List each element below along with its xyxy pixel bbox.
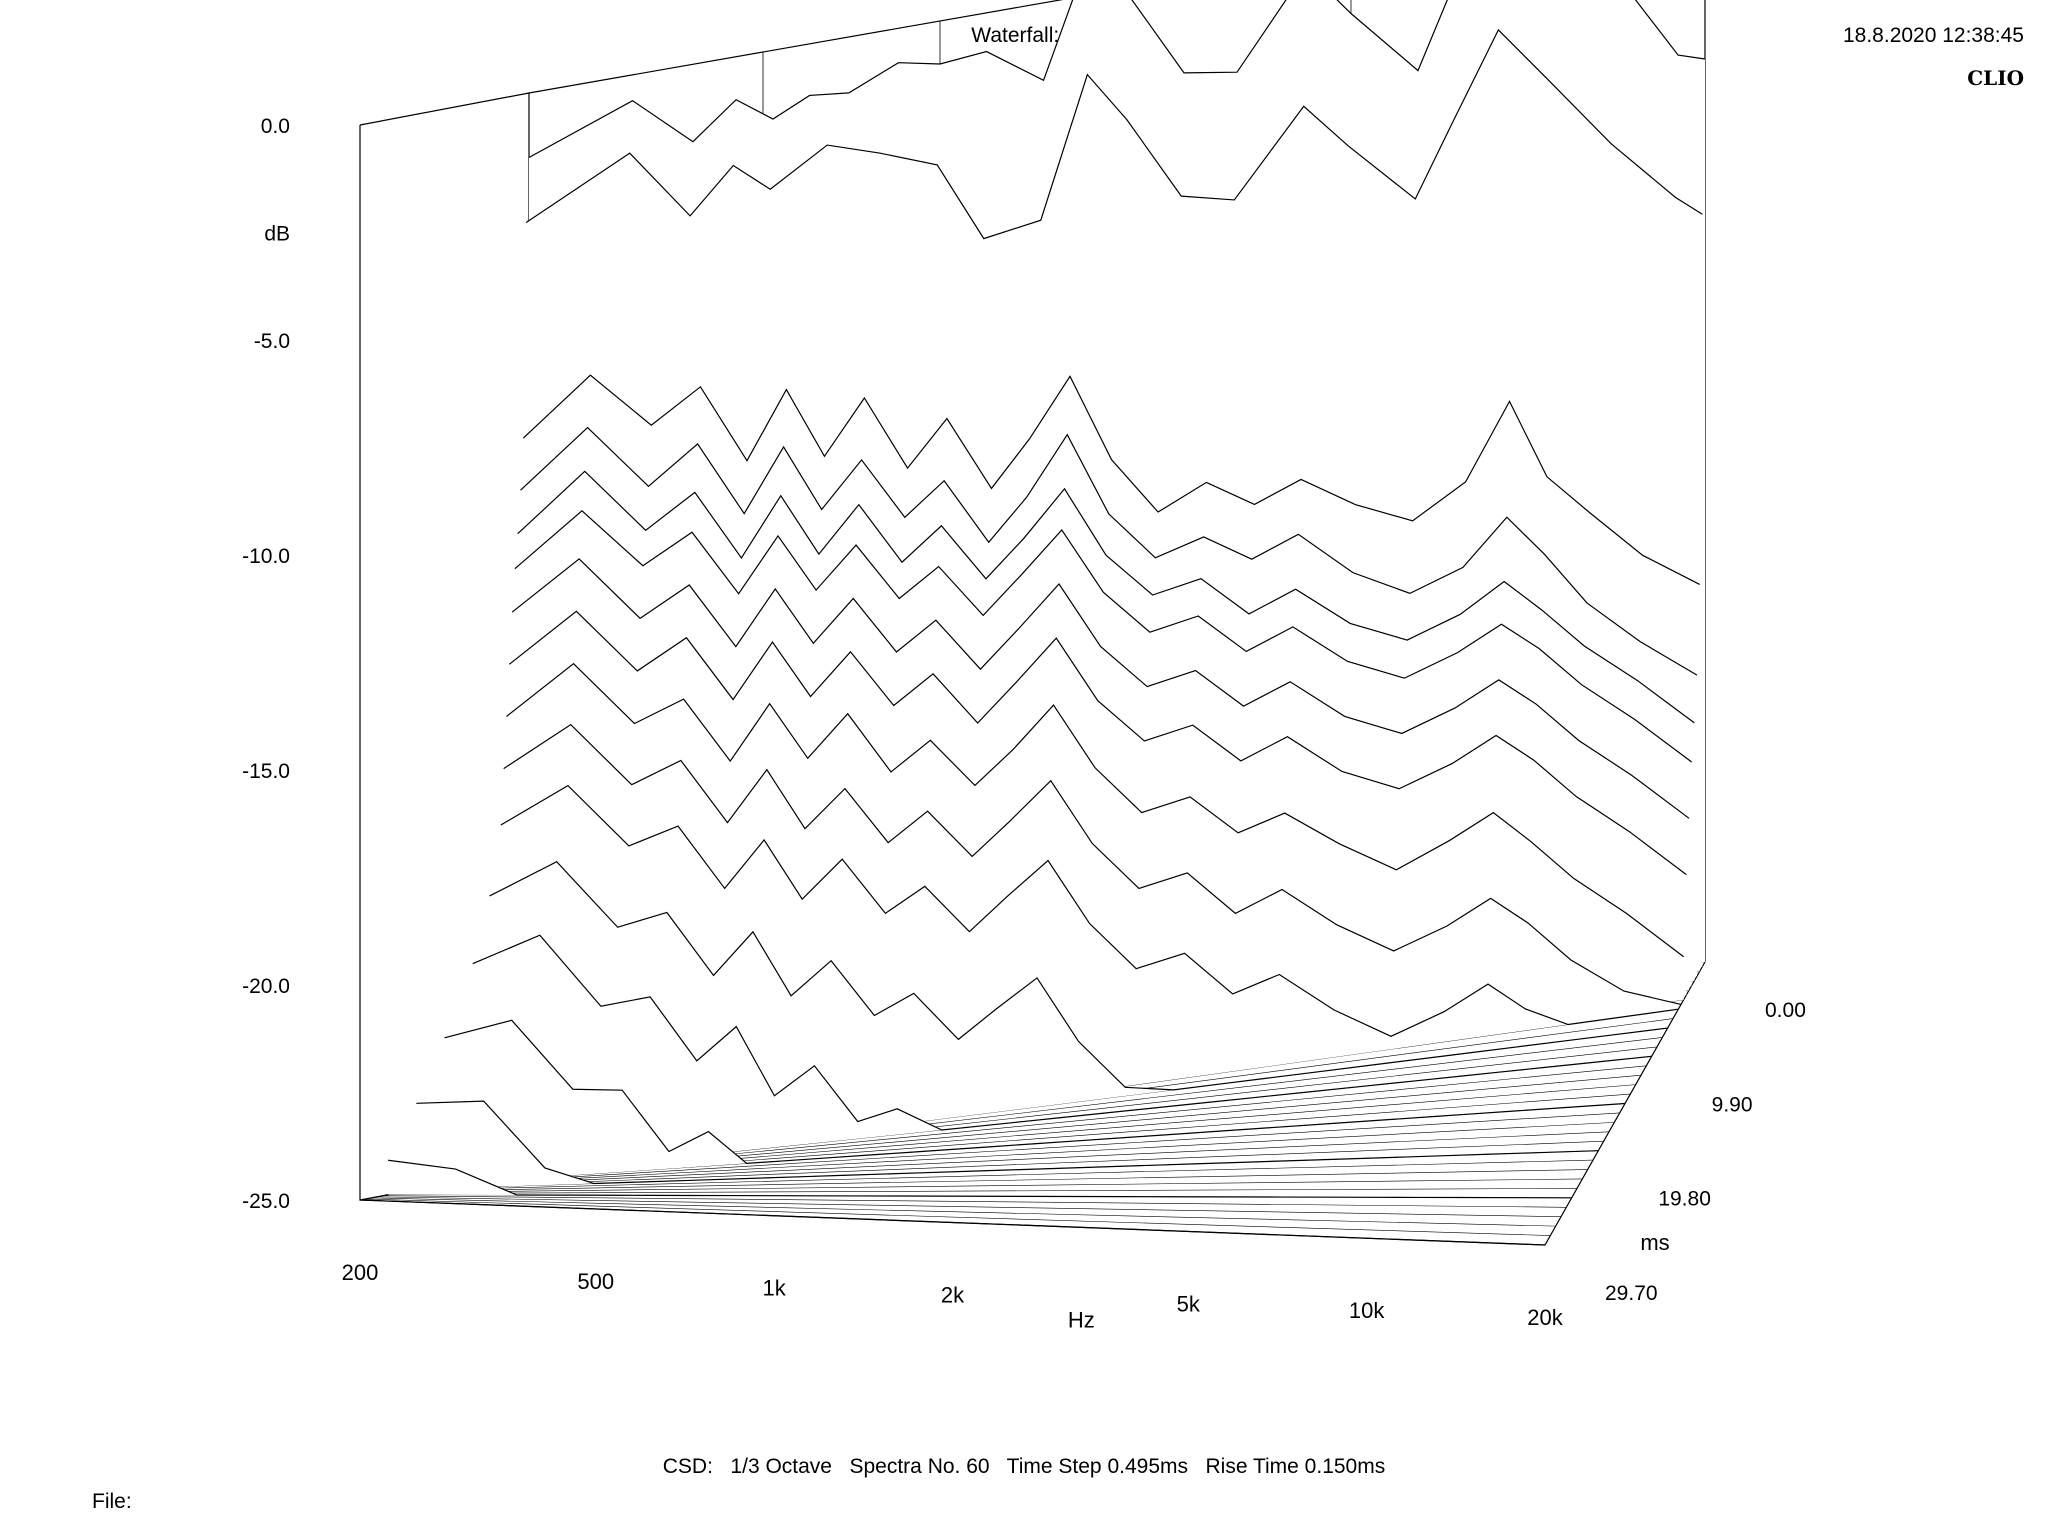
spectrum-fill (388, 1160, 1572, 1198)
spectrum-fill (444, 1020, 1625, 1184)
x-tick-label: 2k (941, 1283, 965, 1308)
y-axis-label: dB (264, 223, 290, 246)
y-tick-label: -25.0 (242, 1190, 290, 1213)
spectrum-slice (525, 28, 1703, 240)
spectrum-slice (508, 610, 1687, 876)
footer-settings: CSD: 1/3 Octave Spectra No. 60 Time Step… (662, 1455, 1386, 1478)
spectrum-slice (511, 558, 1690, 819)
brand-logo: CLIO (1967, 66, 2024, 90)
y-tick-label: -10.0 (242, 545, 290, 568)
x-tick-label: 5k (1177, 1291, 1201, 1316)
floor-gridline (427, 1131, 1610, 1188)
spectrum-fill (472, 935, 1652, 1179)
file-label: File: (92, 1490, 132, 1513)
floor-gridline (393, 1188, 1578, 1194)
datetime-stamp: 18.8.2020 12:38:45 (1842, 24, 2024, 47)
floor-gridline (371, 1197, 1556, 1227)
floor-gridline (399, 1178, 1583, 1193)
floor-gridline (438, 1112, 1620, 1186)
y-tick-label: -5.0 (254, 330, 290, 353)
spectrum-slice (506, 662, 1685, 958)
spectrum-fill (416, 1101, 1599, 1190)
spectrum-slice (359, 1199, 1546, 1246)
spectrum-slice (416, 1100, 1599, 1185)
x-tick-label: 200 (342, 1260, 379, 1285)
spectrum-slice (388, 1159, 1572, 1199)
spectrum-slice (517, 470, 1695, 724)
floor-gridline (410, 1159, 1594, 1191)
x-tick-label: 1k (763, 1276, 787, 1301)
x-tick-label: 10k (1349, 1298, 1385, 1323)
floor-gridline (376, 1196, 1562, 1217)
spectrum-slice (489, 861, 1668, 1091)
spectrum-slice (522, 374, 1700, 585)
floor-gridline (365, 1198, 1551, 1236)
spectrum-slice (520, 426, 1698, 676)
floor-gridline (421, 1140, 1604, 1189)
z-tick-label: 0.00 (1765, 999, 1806, 1022)
spectrum-slice (514, 510, 1693, 763)
spectrum-slice (500, 784, 1679, 1037)
x-axis-label: Hz (1068, 1307, 1095, 1332)
z-axis-label: ms (1640, 1230, 1669, 1255)
y-tick-label: 0.0 (261, 115, 290, 138)
spectrum-slice (503, 723, 1682, 1006)
x-tick-label: 20k (1527, 1305, 1563, 1330)
floor-gridline (382, 1195, 1567, 1208)
floor-gridline (405, 1169, 1588, 1192)
z-tick-label: 9.90 (1712, 1093, 1753, 1116)
y-tick-label: -15.0 (242, 760, 290, 783)
z-tick-label: 29.70 (1605, 1282, 1658, 1305)
spectrum-slice (528, 0, 1706, 159)
spectrum-slice (472, 934, 1652, 1131)
floor-gridline (433, 1122, 1615, 1187)
z-tick-label: 19.80 (1658, 1188, 1711, 1211)
x-tick-label: 500 (577, 1269, 614, 1294)
chart-title: Waterfall: 1 (971, 24, 1077, 47)
spectrum-slice (444, 1019, 1626, 1165)
y-tick-label: -20.0 (242, 975, 290, 998)
